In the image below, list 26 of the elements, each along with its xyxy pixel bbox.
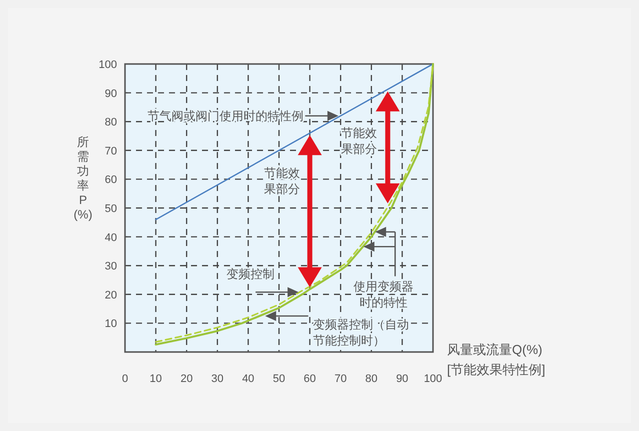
- y-tick-label: 50: [104, 203, 117, 215]
- x-tick-label: 40: [242, 373, 254, 385]
- y-axis-title: 所需功率P(%): [74, 135, 92, 222]
- x-tick-label: 30: [211, 373, 224, 385]
- y-tick-label: 100: [98, 59, 117, 71]
- x-tick-label: 80: [365, 373, 378, 385]
- y-tick-label: 80: [104, 116, 117, 129]
- y-tick-label: 60: [104, 174, 117, 186]
- x-tick-label: 100: [424, 373, 442, 385]
- y-tick-label: 20: [104, 289, 117, 302]
- x-axis-title: 风量或流量Q(%) [节能效果特性例]: [447, 342, 546, 377]
- y-tick-label: 30: [104, 260, 117, 273]
- y-tick-label: 10: [104, 318, 117, 330]
- x-tick-label: 90: [396, 373, 408, 385]
- annotation: 变频控制: [226, 267, 275, 282]
- y-tick-label: 70: [104, 145, 117, 158]
- annotation: 节能效果部分: [264, 166, 300, 196]
- x-tick-label: 0: [122, 373, 128, 385]
- x-tick-label: 60: [304, 373, 316, 385]
- x-tick-label: 20: [180, 373, 193, 385]
- y-tick-label: 90: [104, 88, 117, 100]
- x-tick-label: 10: [150, 373, 162, 385]
- y-tick-label: 40: [104, 232, 117, 244]
- x-tick-label: 50: [272, 373, 286, 385]
- x-tick-label: 70: [334, 373, 347, 385]
- annotation: 节气阀或阀门使用时的特性例: [148, 108, 304, 123]
